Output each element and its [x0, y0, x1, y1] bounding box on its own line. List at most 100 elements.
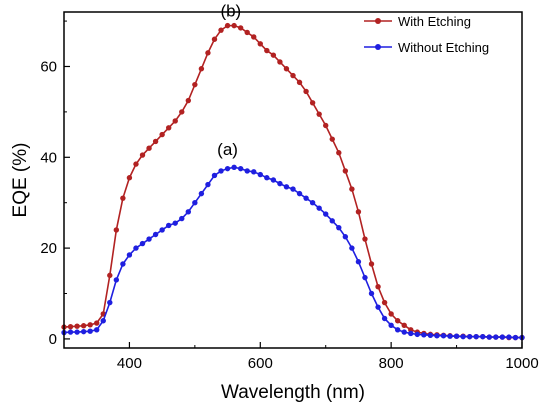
data-point-with-etching — [264, 47, 270, 54]
data-point-without-etching — [198, 190, 205, 197]
annotation-b: (b) — [220, 2, 241, 21]
data-point-without-etching — [355, 259, 362, 265]
data-point-without-etching — [251, 169, 257, 175]
data-point-with-etching — [237, 25, 244, 31]
data-point-with-etching — [257, 41, 263, 47]
data-point-with-etching — [152, 138, 159, 145]
data-point-without-etching — [323, 211, 329, 217]
data-point-with-etching — [231, 22, 237, 29]
data-point-without-etching — [113, 277, 120, 283]
data-point-with-etching — [362, 236, 368, 242]
data-point-without-etching — [421, 332, 427, 338]
data-point-without-etching — [283, 184, 290, 190]
data-point-without-etching — [126, 252, 133, 258]
data-point-without-etching — [394, 327, 401, 333]
data-point-without-etching — [159, 227, 165, 233]
data-point-with-etching — [388, 311, 394, 317]
x-tick-label: 800 — [379, 355, 404, 372]
data-point-with-etching — [394, 318, 401, 324]
data-point-without-etching — [172, 220, 178, 226]
data-point-with-etching — [107, 272, 113, 279]
data-point-with-etching — [80, 323, 87, 329]
data-point-without-etching — [303, 195, 309, 201]
data-point-with-etching — [290, 72, 296, 79]
data-point-without-etching — [139, 240, 146, 247]
ticks-layer: 400 600 800 1000 0 20 40 60 — [40, 20, 539, 372]
data-point-with-etching — [198, 66, 205, 72]
data-point-without-etching — [133, 245, 139, 251]
x-tick-label: 1000 — [505, 355, 538, 372]
data-point-with-etching — [296, 79, 303, 86]
data-point-without-etching — [309, 200, 316, 206]
data-point-without-etching — [499, 334, 506, 340]
data-point-without-etching — [375, 304, 381, 310]
data-point-without-etching — [179, 215, 185, 222]
plot-frame — [63, 11, 523, 349]
data-point-without-etching — [434, 333, 440, 339]
legend: With Etching Without Etching — [364, 14, 489, 55]
data-point-without-etching — [401, 329, 407, 335]
data-point-without-etching — [107, 299, 113, 306]
data-point-with-etching — [133, 161, 139, 167]
data-point-with-etching — [172, 118, 178, 124]
data-point-without-etching — [185, 209, 192, 215]
data-point-with-etching — [67, 323, 74, 330]
data-point-with-etching — [336, 150, 342, 156]
data-point-with-etching — [329, 136, 335, 142]
legend-label-with-etching: With Etching — [398, 14, 471, 29]
data-point-without-etching — [466, 333, 473, 340]
data-point-with-etching — [244, 29, 250, 36]
data-point-without-etching — [244, 168, 250, 174]
data-point-with-etching — [316, 111, 322, 117]
legend-marker-without-etching — [375, 44, 381, 50]
data-point-without-etching — [211, 172, 218, 179]
data-point-without-etching — [152, 231, 159, 238]
x-tick-label: 600 — [248, 355, 273, 372]
data-point-with-etching — [165, 125, 172, 131]
legend-marker-with-etching — [375, 18, 381, 24]
series-line-without-etching — [63, 166, 522, 339]
data-point-without-etching — [87, 328, 93, 334]
data-point-with-etching — [139, 152, 146, 158]
data-point-with-etching — [120, 195, 126, 201]
data-point-without-etching — [100, 318, 106, 324]
data-point-without-etching — [296, 190, 303, 197]
legend-label-without-etching: Without Etching — [398, 40, 489, 55]
data-point-with-etching — [283, 66, 290, 72]
data-point-without-etching — [205, 181, 211, 188]
data-point-with-etching — [159, 131, 165, 138]
data-point-without-etching — [408, 330, 414, 337]
data-point-without-etching — [368, 290, 375, 297]
data-point-without-etching — [257, 171, 263, 178]
data-point-without-etching — [316, 205, 322, 211]
data-point-without-etching — [192, 200, 198, 206]
data-point-without-etching — [290, 186, 296, 192]
data-point-without-etching — [473, 333, 479, 340]
data-point-with-etching — [94, 320, 100, 326]
data-point-with-etching — [375, 284, 381, 290]
data-point-without-etching — [493, 334, 499, 340]
data-point-without-etching — [74, 329, 80, 335]
data-point-without-etching — [231, 164, 237, 170]
data-point-with-etching — [323, 122, 329, 129]
x-axis-label: Wavelength (nm) — [221, 382, 365, 403]
data-point-without-etching — [329, 218, 335, 224]
data-point-without-etching — [264, 175, 270, 181]
y-tick-label: 0 — [49, 331, 57, 348]
x-tick-label: 400 — [117, 355, 142, 372]
data-point-without-etching — [362, 274, 368, 281]
data-point-without-etching — [349, 245, 355, 251]
data-point-with-etching — [179, 109, 185, 115]
data-point-without-etching — [218, 168, 224, 174]
data-point-with-etching — [401, 322, 407, 328]
data-point-with-etching — [146, 145, 152, 151]
data-point-with-etching — [87, 322, 93, 328]
data-point-without-etching — [447, 333, 453, 339]
series-line-with-etching — [63, 24, 522, 339]
data-point-without-etching — [480, 333, 486, 340]
data-point-with-etching — [211, 36, 218, 42]
data-point-with-etching — [342, 168, 349, 174]
data-point-with-etching — [355, 209, 362, 215]
data-point-without-etching — [237, 165, 244, 172]
